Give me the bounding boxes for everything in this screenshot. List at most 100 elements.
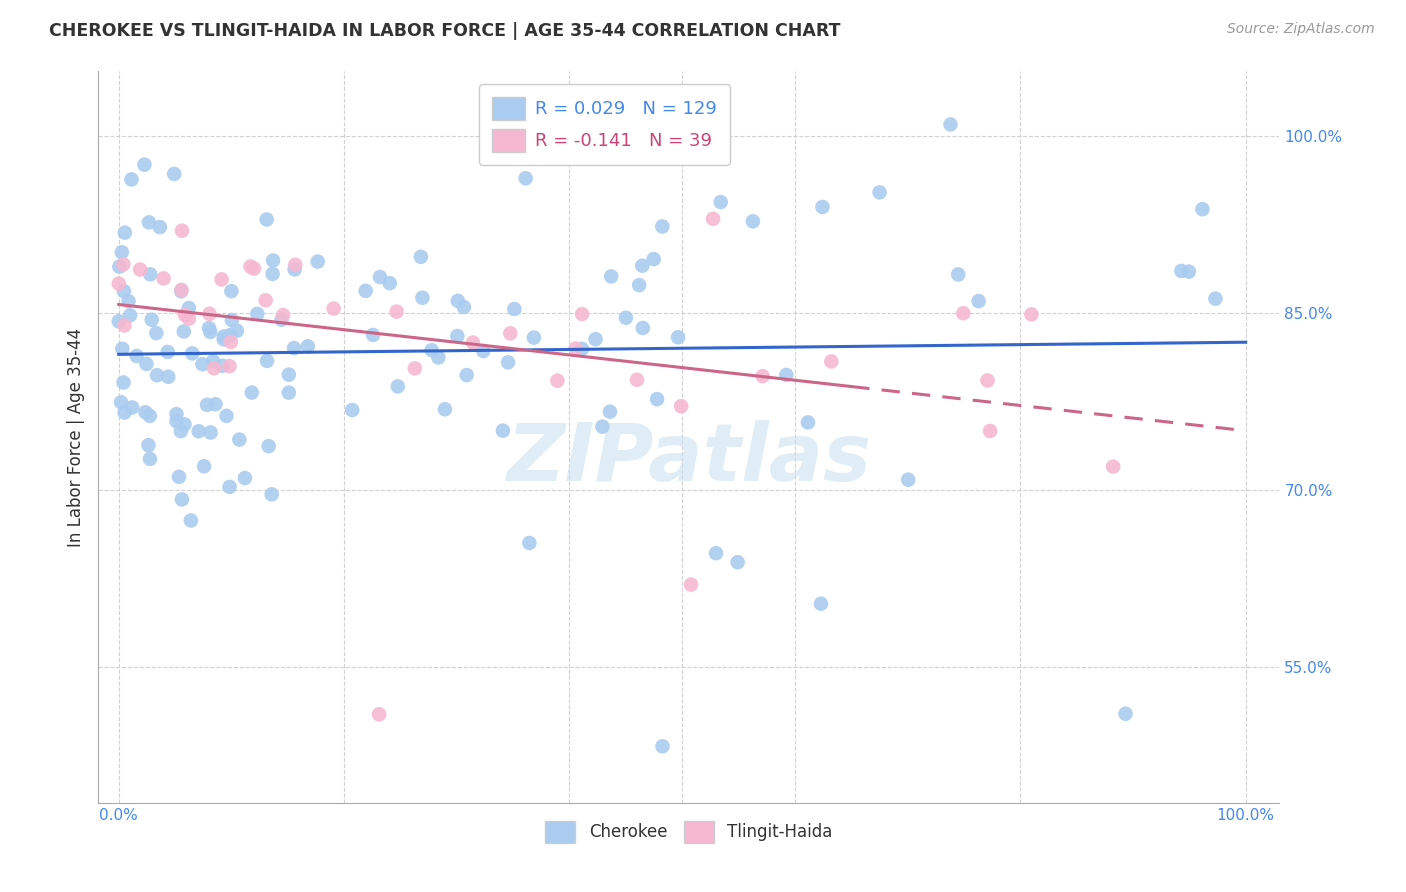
Point [811,200,834,214]
Point [979,424,1001,438]
Point [967,294,990,309]
Point [200,325,222,339]
Point [228,433,250,447]
Point [112,376,135,390]
Point [225,324,247,338]
Point [564,342,586,356]
Point [599,405,621,419]
Point [297,339,319,353]
Point [446,329,468,343]
Point [177,301,200,315]
Point [869,186,891,200]
Point [198,307,221,321]
Point [322,301,344,316]
Point [775,368,797,382]
Point [204,397,226,411]
Point [628,278,651,293]
Point [751,369,773,384]
Point [411,291,433,305]
Point [797,416,820,430]
Point [221,284,243,298]
Point [170,492,193,507]
Point [200,425,222,440]
Point [181,346,204,360]
Point [166,407,188,421]
Point [193,459,215,474]
Point [107,277,129,291]
Point [1191,202,1213,217]
Point [361,327,384,342]
Point [170,224,193,238]
Point [385,304,408,318]
Point [368,270,391,285]
Point [211,272,233,286]
Point [260,487,283,501]
Point [202,361,225,376]
Point [257,439,280,453]
Point [651,739,673,754]
Point [139,451,162,466]
Legend: Cherokee, Tlingit-Haida: Cherokee, Tlingit-Haida [538,814,839,849]
Point [404,361,426,376]
Point [146,368,169,383]
Point [1204,292,1226,306]
Point [221,313,243,327]
Point [643,252,665,266]
Point [820,354,842,368]
Point [631,321,654,335]
Point [170,424,193,438]
Point [254,293,277,308]
Point [307,254,329,268]
Point [240,385,263,400]
Point [262,267,284,281]
Point [515,171,537,186]
Point [1178,264,1201,278]
Point [138,438,160,452]
Point [174,308,197,322]
Point [1115,706,1137,721]
Point [145,326,167,340]
Point [246,307,269,321]
Point [679,577,702,591]
Point [741,214,763,228]
Point [218,359,240,373]
Point [149,220,172,235]
Point [215,409,238,423]
Point [1170,264,1192,278]
Point [120,308,142,322]
Point [1102,459,1125,474]
Point [114,226,136,240]
Point [472,344,495,359]
Point [456,368,478,383]
Point [243,261,266,276]
Point [626,373,648,387]
Point [614,310,637,325]
Point [645,392,668,406]
Point [976,374,998,388]
Point [271,308,294,322]
Point [702,211,724,226]
Point [121,172,143,186]
Point [810,597,832,611]
Point [170,283,193,297]
Point [121,401,143,415]
Point [571,342,593,356]
Point [114,405,136,419]
Point [163,167,186,181]
Point [727,555,749,569]
Point [108,260,131,274]
Point [591,419,613,434]
Point [202,354,225,368]
Point [492,424,515,438]
Point [211,359,233,373]
Point [141,312,163,326]
Point [212,329,235,343]
Point [134,405,156,419]
Point [157,369,180,384]
Point [387,379,409,393]
Point [409,250,432,264]
Point [461,335,484,350]
Point [256,212,278,227]
Point [135,357,157,371]
Point [1021,307,1043,321]
